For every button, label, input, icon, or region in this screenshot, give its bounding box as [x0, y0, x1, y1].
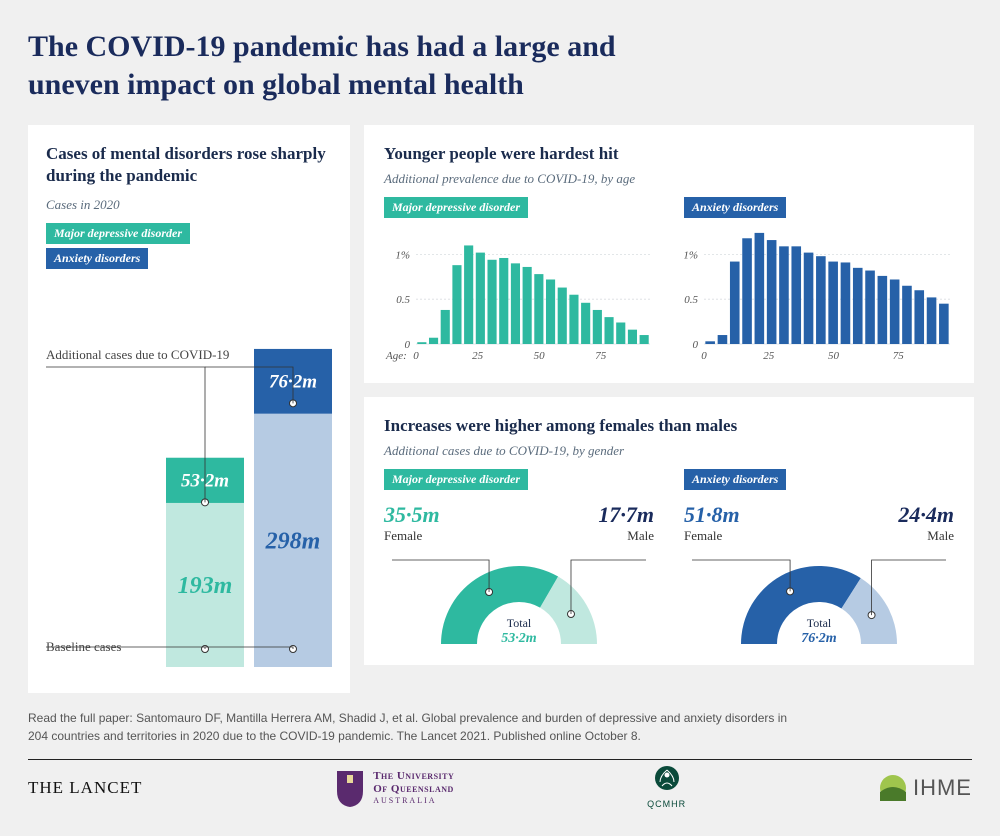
- mdd-female-value: 35·5m: [384, 502, 440, 528]
- svg-text:298m: 298m: [265, 529, 321, 555]
- anx-female-value: 51·8m: [684, 502, 740, 528]
- age-legend-anx: Anxiety disorders: [684, 197, 786, 218]
- ihme-globe-icon: [879, 774, 907, 802]
- age-chart-anx: Anxiety disorders 0 0.5 1% 0 25 50 75: [684, 197, 954, 367]
- anx-total-value: 76·2m: [801, 631, 836, 647]
- age-svg-anx: 0 0.5 1% 0 25 50 75: [684, 222, 954, 362]
- svg-text:25: 25: [763, 350, 775, 362]
- anx-female-label: Female: [684, 528, 740, 544]
- gender-subtitle: Additional cases due to COVID-19, by gen…: [384, 443, 954, 459]
- uq-shield-icon: [335, 769, 365, 807]
- svg-text:75: 75: [893, 350, 905, 362]
- left-title: Cases of mental disorders rose sharply d…: [46, 143, 332, 187]
- left-subtitle: Cases in 2020: [46, 197, 332, 213]
- svg-text:0.5: 0.5: [684, 294, 698, 306]
- total-label: Total: [801, 616, 836, 631]
- panel-cases-rose: Cases of mental disorders rose sharply d…: [28, 125, 350, 693]
- age-svg-mdd: 00.51%0255075Age:: [384, 222, 654, 362]
- gender-legend-mdd: Major depressive disorder: [384, 469, 528, 490]
- gender-block-mdd: Major depressive disorder 35·5m Female 1…: [384, 469, 654, 649]
- ihme-logo: IHME: [879, 774, 972, 802]
- stacked-bar-chart: 53·2m193m76·2m298m Additional cases due …: [46, 295, 332, 675]
- svg-text:75: 75: [595, 350, 607, 362]
- gender-values-mdd: 35·5m Female 17·7m Male: [384, 502, 654, 544]
- svg-text:50: 50: [534, 350, 546, 362]
- legend-anx: Anxiety disorders: [46, 248, 332, 273]
- age-title: Younger people were hardest hit: [384, 143, 954, 165]
- age-charts-row: Major depressive disorder 00.51%0255075A…: [384, 197, 954, 367]
- uq-line1: The University: [373, 770, 454, 783]
- svg-text:0: 0: [693, 339, 699, 351]
- svg-text:Age:: Age:: [385, 350, 407, 362]
- donut-total-mdd: Total 53·2m: [501, 616, 536, 647]
- footer-logos: THE LANCET The University Of Queensland …: [28, 759, 972, 815]
- mdd-male-value: 17·7m: [598, 502, 654, 528]
- svg-text:1%: 1%: [395, 249, 410, 261]
- mdd-total-value: 53·2m: [501, 631, 536, 647]
- legend-mdd: Major depressive disorder: [46, 223, 332, 248]
- gender-legend-anx: Anxiety disorders: [684, 469, 786, 490]
- gender-title: Increases were higher among females than…: [384, 415, 954, 437]
- qcmhr-text: QCMHR: [647, 799, 686, 809]
- gender-block-anx: Anxiety disorders 51·8m Female 24·4m Mal…: [684, 469, 954, 649]
- svg-text:50: 50: [828, 350, 840, 362]
- panels-row: Cases of mental disorders rose sharply d…: [28, 125, 972, 693]
- page-title: The COVID-19 pandemic has had a large an…: [28, 28, 708, 103]
- qcmhr-logo: QCMHR: [647, 766, 686, 809]
- right-column: Younger people were hardest hit Addition…: [364, 125, 974, 693]
- gender-values-anx: 51·8m Female 24·4m Male: [684, 502, 954, 544]
- lancet-logo: THE LANCET: [28, 778, 142, 798]
- age-subtitle: Additional prevalence due to COVID-19, b…: [384, 171, 954, 187]
- anx-male-value: 24·4m: [898, 502, 954, 528]
- panel-gender: Increases were higher among females than…: [364, 397, 974, 665]
- age-legend-mdd: Major depressive disorder: [384, 197, 528, 218]
- age-chart-mdd: Major depressive disorder 00.51%0255075A…: [384, 197, 654, 367]
- donut-total-anx: Total 76·2m: [801, 616, 836, 647]
- svg-text:1%: 1%: [684, 249, 698, 261]
- mdd-female-label: Female: [384, 528, 440, 544]
- qcmhr-icon: [650, 766, 684, 794]
- legend-tag-anx: Anxiety disorders: [46, 248, 148, 269]
- uq-line2: Of Queensland: [373, 783, 454, 796]
- gender-row: Major depressive disorder 35·5m Female 1…: [384, 469, 954, 649]
- svg-text:25: 25: [472, 350, 484, 362]
- svg-text:0: 0: [701, 350, 707, 362]
- label-additional-cases: Additional cases due to COVID-19: [46, 347, 229, 363]
- svg-text:193m: 193m: [178, 573, 233, 599]
- citation-text: Read the full paper: Santomauro DF, Mant…: [28, 709, 788, 745]
- panel-age: Younger people were hardest hit Addition…: [364, 125, 974, 383]
- uq-logo: The University Of Queensland AUSTRALIA: [335, 769, 454, 807]
- mdd-male-label: Male: [598, 528, 654, 544]
- svg-text:0.5: 0.5: [396, 294, 410, 306]
- ihme-text: IHME: [913, 775, 972, 801]
- label-baseline-cases: Baseline cases: [46, 639, 121, 655]
- uq-line3: AUSTRALIA: [373, 796, 454, 805]
- anx-male-label: Male: [898, 528, 954, 544]
- svg-text:0: 0: [413, 350, 419, 362]
- total-label: Total: [501, 616, 536, 631]
- legend-tag-mdd: Major depressive disorder: [46, 223, 190, 244]
